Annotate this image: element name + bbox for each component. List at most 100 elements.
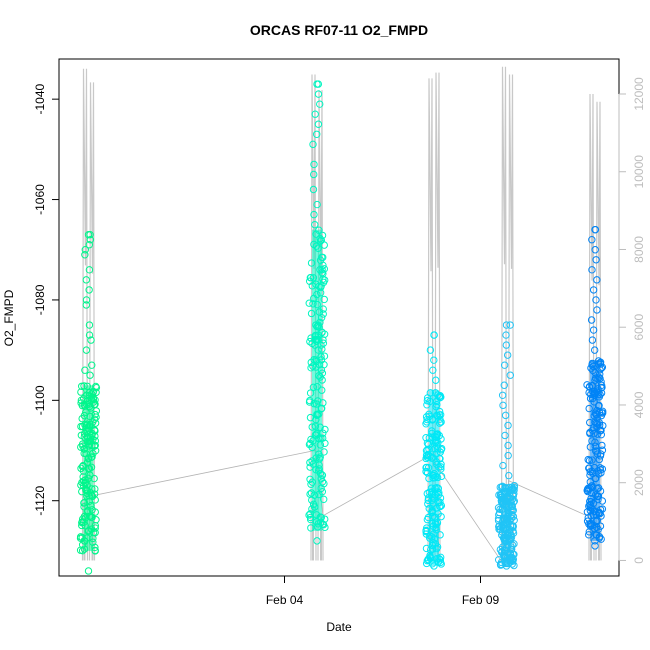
data-point [591,246,599,254]
data-point [312,321,320,329]
data-point [432,376,440,384]
data-point [426,346,435,354]
data-point [590,346,599,354]
altitude-trace [588,93,595,561]
data-point [591,225,599,234]
data-point [313,200,321,209]
data-point [81,366,89,374]
data-point-core [501,485,512,566]
data-point-core [312,229,322,531]
data-point [430,331,438,339]
data-point [589,286,598,294]
data-point [502,562,511,570]
y2-tick-label: 12000 [632,77,646,111]
data-point [310,170,318,179]
data-point [82,301,90,309]
data-point [588,266,596,274]
data-point [498,391,507,400]
data-point [311,110,319,118]
y-tick-label: -1120 [33,485,47,515]
data-point [501,431,509,440]
data-point [88,361,96,369]
data-point [84,230,93,239]
data-point [84,567,93,575]
data-point [430,562,438,570]
data-point [430,356,438,364]
y2-tick-label: 6000 [632,314,646,341]
x-tick-label: Feb 04 [266,593,304,607]
data-point [314,120,323,128]
data-point [593,276,601,284]
data-point [506,371,515,379]
x-tick-label: Feb 09 [462,593,500,607]
data-point [588,336,597,344]
data-point [503,351,512,359]
data-point [314,331,322,339]
data-point [309,140,317,149]
data-point [311,341,319,349]
data-point [506,321,514,329]
data-point [592,296,600,304]
data-point-core [83,385,94,551]
data-point [588,235,596,244]
x-axis-label: Date [326,620,352,634]
y2-tick-label: 0 [632,557,646,564]
data-point [85,286,93,294]
altitude-trace [595,101,602,561]
data-point [313,537,321,545]
altitude-trace [81,68,89,561]
data-point [587,316,596,324]
data-point [313,80,321,88]
altitude-trace [500,66,508,561]
data-point [85,266,94,274]
data-point [500,381,508,389]
data-point [501,411,510,420]
y-tick-label: -1060 [33,184,47,215]
y-axis-label: O2_FMPD [2,289,16,346]
y2-tick-label: 4000 [632,391,646,418]
data-point [504,441,512,450]
y2-tick-label: 10000 [632,155,646,189]
data-point [314,90,323,98]
data-point [502,321,511,329]
y-tick-label: -1100 [33,385,47,415]
data-point [593,306,601,314]
data-point [502,331,510,339]
data-point [85,321,94,329]
data-point [310,160,318,169]
data-point [591,542,599,550]
data-point [87,336,95,344]
altitude-trace [427,78,434,561]
y-tick-label: -1040 [33,83,47,114]
data-point [82,276,90,284]
altitude-trace-layer [81,66,602,568]
y-tick-label: -1080 [33,284,47,315]
data-point [82,296,91,304]
data-point [313,130,321,138]
data-point [316,100,324,108]
data-point [422,544,431,553]
data-point [502,341,511,349]
x-axis: Feb 04 Feb 09 [266,575,500,607]
data-point [500,361,509,369]
data-point [504,421,512,430]
data-point [429,366,437,374]
data-point [85,331,94,339]
data-point [499,401,507,410]
data-point-core [429,390,439,566]
data-point [86,235,95,244]
data-point [598,497,607,505]
data-point [505,471,513,480]
chart-title: ORCAS RF07-11 O2_FMPD [250,22,428,38]
y-axis-left: -1040 -1060 -1080 -1100 -1120 [33,83,60,516]
y-axis-right: 0 2000 4000 6000 8000 10000 12000 [618,77,646,564]
data-point [504,451,512,460]
data-point [81,251,89,259]
data-point [86,371,94,379]
data-points-layer [76,80,607,575]
data-point [309,185,318,194]
plot-frame [58,58,620,577]
data-point [81,246,90,254]
data-point [499,461,507,470]
